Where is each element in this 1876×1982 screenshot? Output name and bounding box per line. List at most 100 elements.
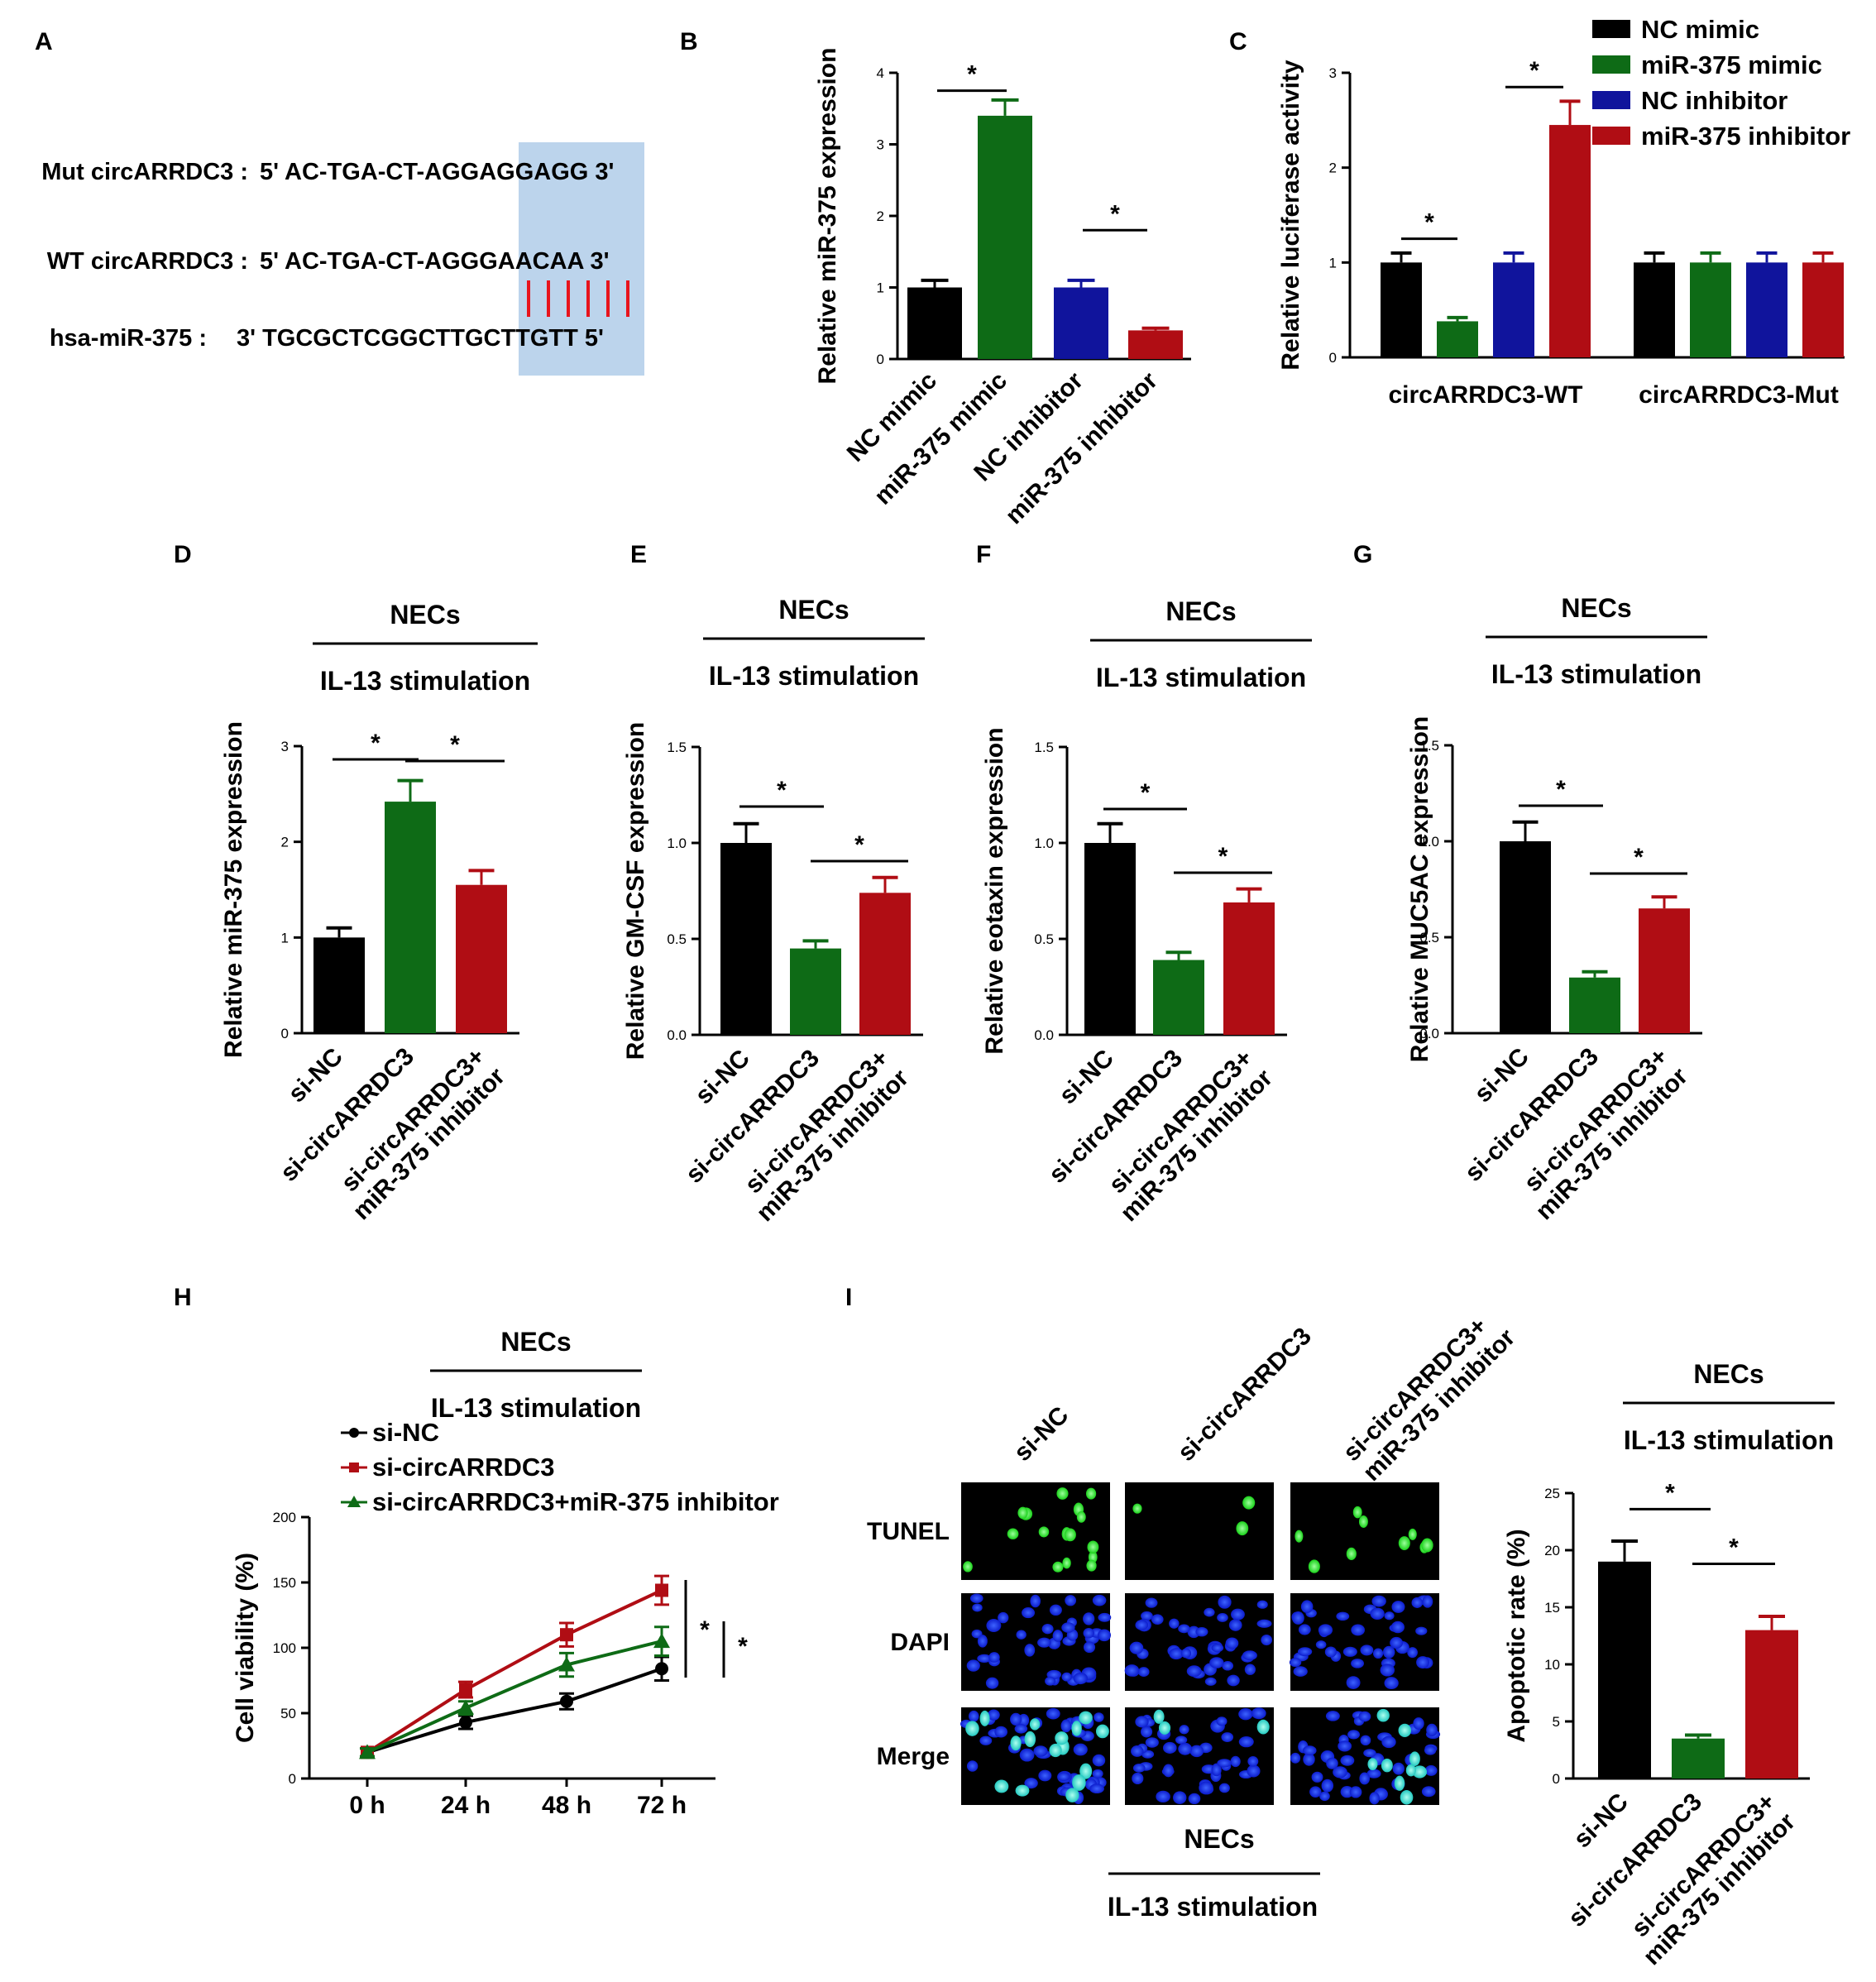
panel-i-tunel-nucleus xyxy=(1295,1530,1304,1543)
panel-d-si-nc-bar xyxy=(313,937,365,1033)
panel-h-si-circarrdc3-line xyxy=(366,1588,663,1755)
panel-i-dapi-nucleus xyxy=(988,1652,1000,1663)
panel-i-dapi-nucleus xyxy=(977,1654,992,1664)
panel-i-merge-nucleus xyxy=(1188,1793,1201,1805)
panel-i-merge-apoptotic-nucleus xyxy=(1010,1735,1022,1751)
panel-b-nc-mimic-bar xyxy=(907,287,962,359)
panel-i-dapi-nucleus xyxy=(1370,1607,1385,1620)
panel-i-merge-nucleus xyxy=(1238,1708,1253,1721)
panel-label-d: D xyxy=(174,541,192,568)
wt-circarrdc3-sequence: 5' AC-TGA-CT-AGGGAACAA 3' xyxy=(260,248,609,275)
panel-i-dapi-nucleus xyxy=(1384,1677,1399,1690)
panel-g-second-significance-star: * xyxy=(1634,844,1644,871)
panel-i-dapi-nucleus xyxy=(1204,1677,1217,1686)
panel-i-merge-nucleus xyxy=(987,1709,1000,1721)
panel-c-circarrdc3-mut-mir-375-inhibitor-bar xyxy=(1802,262,1844,357)
panel-i-dapi-nucleus xyxy=(1045,1676,1056,1686)
panel-i-merge-nucleus xyxy=(1326,1757,1338,1769)
panel-i-dapi-nucleus xyxy=(1315,1640,1327,1649)
panel-i-merge-nucleus xyxy=(1175,1735,1188,1745)
panel-i-dapi-nucleus xyxy=(1151,1614,1164,1625)
panel-h-si-circarrdc3-mir-375-inhibitor-point xyxy=(457,1699,474,1715)
panel-i-merge-nucleus xyxy=(1340,1786,1354,1798)
panel-i-dapi-nucleus xyxy=(1342,1646,1357,1657)
panel-h-si-nc-point xyxy=(560,1694,573,1708)
panel-f-si-nc-category-label: si-NC xyxy=(1054,1045,1119,1110)
panel-i-row-label-tunel: TUNEL xyxy=(867,1518,950,1545)
panel-i-dapi-nucleus xyxy=(1256,1600,1268,1609)
panel-i-dapi-nucleus xyxy=(1049,1604,1062,1616)
panel-i-dapi-nucleus xyxy=(1351,1624,1365,1636)
panel-i-merge-nucleus xyxy=(1024,1778,1038,1789)
panel-i-merge-nucleus xyxy=(1319,1791,1330,1802)
panel-i-dapi-nucleus xyxy=(1390,1636,1404,1649)
panel-i-merge-nucleus xyxy=(1247,1764,1261,1778)
panel-e-si-nc-category-label-line: si-NC xyxy=(690,1045,755,1110)
panel-i-y-tick-label: 25 xyxy=(1544,1486,1560,1501)
panel-g-si-circarrdc3-bar xyxy=(1569,977,1620,1033)
panel-f-si-nc-category-label-line: si-NC xyxy=(1054,1045,1119,1110)
panel-c-circarrdc3-mut-nc-inhibitor-bar xyxy=(1746,262,1787,357)
panel-i-merge-nucleus xyxy=(1033,1745,1048,1757)
panel-i-merge-nucleus xyxy=(1349,1786,1362,1798)
panel-c-legend-swatch-mir-375-inhibitor xyxy=(1592,127,1630,145)
panel-i-merge-apoptotic-nucleus xyxy=(1072,1774,1086,1791)
panel-i-dapi-nucleus xyxy=(1180,1648,1192,1659)
panel-i-y-tick-label: 5 xyxy=(1553,1714,1560,1730)
panel-i-column-label-si-nc: si-NC xyxy=(1009,1401,1074,1467)
panel-b-y-tick-label: 3 xyxy=(877,137,884,153)
panel-i-bar-chart: NECs IL-13 stimulation 0 5 10 15 20 25 Apoptotic… xyxy=(1503,1359,1835,1970)
panel-i-merge-nucleus xyxy=(1333,1766,1347,1779)
panel-i-tunel-nucleus xyxy=(1064,1528,1076,1542)
panel-i-dapi-nucleus xyxy=(1416,1656,1430,1669)
panel-b-nc-inhibitor-bar xyxy=(1054,287,1108,359)
panel-c-y-axis-label: Relative luciferase activity xyxy=(1277,60,1304,371)
panel-i-merge-apoptotic-nucleus xyxy=(1412,1765,1428,1779)
panel-i-column-label-line: si-circARRDC3 xyxy=(1173,1323,1317,1467)
panel-i-merge-apoptotic-nucleus xyxy=(1049,1743,1062,1758)
panel-i-merge-nucleus xyxy=(1381,1735,1396,1749)
panel-i-tunel-nucleus xyxy=(1085,1487,1097,1500)
panel-i-dapi-nucleus xyxy=(1092,1594,1107,1606)
panel-i-dapi-nucleus xyxy=(1390,1621,1405,1634)
panel-b-y-axis-label: Relative miR-375 expression xyxy=(814,48,841,385)
panel-i-merge-nucleus xyxy=(1216,1716,1228,1726)
panel-i-merge-apoptotic-nucleus xyxy=(1409,1751,1420,1766)
panel-c-y-tick-label: 0 xyxy=(1329,350,1337,366)
panel-i-first-significance-star: * xyxy=(1665,1479,1675,1506)
panel-i-merge-nucleus xyxy=(1199,1781,1213,1794)
panel-i-merge-nucleus xyxy=(1218,1783,1230,1793)
panel-i-merge-nucleus xyxy=(1132,1772,1144,1785)
panel-h-y-tick-label: 150 xyxy=(273,1575,296,1591)
panel-i-merge-apoptotic-nucleus xyxy=(1394,1775,1405,1791)
panel-i-merge-nucleus xyxy=(1178,1742,1193,1755)
panel-i-dapi-nucleus xyxy=(1292,1611,1304,1625)
panel-h-x-tick-label: 0 h xyxy=(349,1792,385,1819)
panel-i-dapi-nucleus xyxy=(1407,1647,1418,1659)
panel-i-tunel-nucleus xyxy=(1038,1526,1050,1538)
panel-i-dapi-nucleus xyxy=(1129,1641,1144,1654)
panel-i-merge-nucleus xyxy=(1392,1762,1405,1775)
panel-h-si-nc-point xyxy=(655,1662,668,1676)
panel-i-dapi-nucleus xyxy=(1391,1601,1405,1613)
panel-h-si-nc-line xyxy=(366,1667,663,1755)
panel-c-circarrdc3-wt-nc-inhibitor-bar xyxy=(1493,262,1534,357)
panel-label-h: H xyxy=(174,1284,192,1311)
panel-i-dapi-nucleus xyxy=(1372,1648,1384,1659)
panel-label-g: G xyxy=(1353,541,1372,568)
panel-g-y-tick-label: 1.5 xyxy=(1419,738,1439,754)
panel-i-images-cells-header: NECs xyxy=(1184,1824,1254,1854)
panel-h-significance-star-1: * xyxy=(700,1616,710,1644)
panel-i-dapi-nucleus xyxy=(1169,1648,1184,1660)
panel-i-merge-apoptotic-nucleus xyxy=(1079,1763,1093,1779)
panel-h-stimulation-header: IL-13 stimulation xyxy=(431,1393,641,1423)
panel-label-a: A xyxy=(35,28,53,55)
panel-d-y-tick-label: 3 xyxy=(281,739,289,754)
panel-h-x-tick-label: 48 h xyxy=(542,1792,591,1819)
panel-i-merge-nucleus xyxy=(1092,1769,1103,1779)
panel-f-si-nc-bar xyxy=(1084,843,1136,1035)
panel-i-dapi-nucleus xyxy=(1061,1622,1075,1633)
panel-label-c: C xyxy=(1229,28,1247,55)
panel-g-y-tick-label: 0.0 xyxy=(1419,1026,1439,1041)
panel-b-mir-375-inhibitor-bar xyxy=(1128,330,1183,359)
